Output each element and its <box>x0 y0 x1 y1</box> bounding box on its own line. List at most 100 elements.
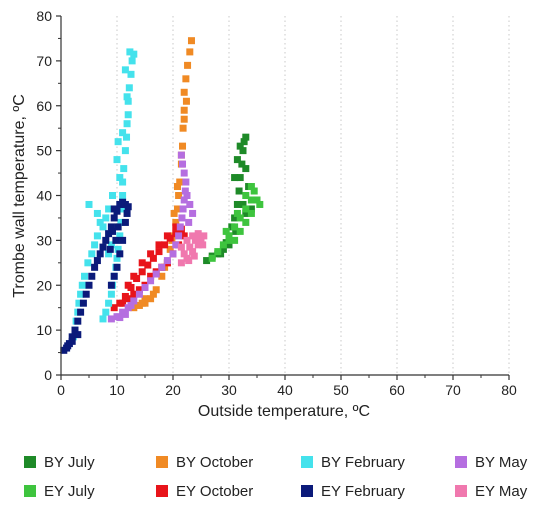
legend-swatch <box>24 456 36 468</box>
axes <box>56 15 510 380</box>
y-tick-label: 60 <box>36 98 52 114</box>
data-point <box>187 37 195 45</box>
data-point <box>85 281 93 289</box>
data-point <box>231 236 239 244</box>
data-point <box>128 57 136 65</box>
data-point <box>102 214 110 222</box>
data-point <box>127 301 135 309</box>
data-point <box>116 314 124 322</box>
data-point <box>110 272 118 280</box>
data-point <box>186 48 194 56</box>
data-point <box>253 196 261 204</box>
data-point <box>124 203 132 211</box>
y-tick-label: 80 <box>36 8 52 24</box>
legend-item: BY July <box>24 454 95 471</box>
data-point <box>110 304 118 312</box>
data-point <box>120 165 128 173</box>
data-point <box>179 124 187 132</box>
legend-label: EY July <box>44 483 95 500</box>
data-point <box>130 297 138 305</box>
data-point <box>147 272 155 280</box>
data-point <box>189 209 197 217</box>
data-point <box>180 106 188 114</box>
y-axis-label: Trombe wall temperature, ºC <box>11 94 28 298</box>
data-point <box>175 192 183 199</box>
data-point <box>173 205 181 213</box>
data-point <box>77 290 85 298</box>
data-point <box>152 286 160 294</box>
data-point <box>172 223 180 231</box>
data-point <box>239 147 247 155</box>
legend-swatch <box>455 456 467 468</box>
data-points <box>60 37 264 354</box>
data-point <box>203 257 211 265</box>
data-point <box>96 250 104 258</box>
data-point <box>147 250 155 258</box>
data-point <box>250 187 258 195</box>
data-point <box>77 308 85 316</box>
tick-labels: 0 10 20 30 40 50 60 70 80 0 10 20 30 40 50 60 70 80 <box>36 8 517 398</box>
data-point <box>173 183 181 191</box>
data-point <box>180 232 188 240</box>
legend-item: EY February <box>301 483 405 500</box>
data-point <box>107 223 115 231</box>
data-point <box>166 245 174 253</box>
data-point <box>112 236 120 244</box>
data-point <box>163 257 171 265</box>
legend-label: EY May <box>475 483 528 500</box>
data-point <box>99 243 107 251</box>
data-point <box>130 50 138 58</box>
data-point <box>231 223 239 231</box>
data-point <box>79 299 87 307</box>
data-point <box>242 205 250 213</box>
data-point <box>231 174 239 182</box>
y-tick-label: 0 <box>44 367 52 383</box>
data-point <box>123 93 131 101</box>
data-point <box>93 232 101 240</box>
data-point <box>135 290 143 298</box>
data-point <box>158 263 166 271</box>
legend-swatch <box>455 485 467 497</box>
legend-swatch <box>156 485 168 497</box>
x-tick-label: 20 <box>165 382 181 398</box>
legend-label: BY May <box>475 454 528 471</box>
legend-label: BY July <box>44 454 95 471</box>
data-point <box>106 245 114 253</box>
data-point <box>225 241 233 249</box>
data-point <box>91 241 99 249</box>
data-point <box>123 209 131 217</box>
data-point <box>75 299 83 307</box>
data-point <box>107 281 115 289</box>
x-tick-label: 30 <box>221 382 237 398</box>
data-point <box>138 259 146 267</box>
data-point <box>235 187 243 195</box>
data-point <box>119 299 127 307</box>
data-point <box>219 245 227 253</box>
legend: BY July BY October BY February BY May EY Jul… <box>24 454 528 500</box>
data-point <box>126 48 134 56</box>
data-point <box>190 252 198 260</box>
data-point <box>179 160 187 168</box>
legend-item: BY October <box>156 454 253 471</box>
legend-swatch <box>301 456 313 468</box>
data-point <box>74 331 82 339</box>
data-point <box>84 259 92 267</box>
data-point <box>182 97 190 105</box>
data-point <box>180 169 188 177</box>
data-point <box>110 205 118 213</box>
data-point <box>107 290 115 298</box>
legend-item: BY May <box>455 454 528 471</box>
data-point <box>183 236 191 244</box>
data-point <box>127 70 135 78</box>
data-point <box>102 236 110 244</box>
data-point <box>138 268 146 276</box>
data-point <box>194 230 202 238</box>
data-point <box>179 142 187 150</box>
x-tick-label: 10 <box>109 382 125 398</box>
data-point <box>147 277 155 285</box>
legend-item: BY February <box>301 454 405 471</box>
data-point <box>81 272 89 280</box>
data-point <box>116 174 124 182</box>
data-point <box>119 192 127 199</box>
